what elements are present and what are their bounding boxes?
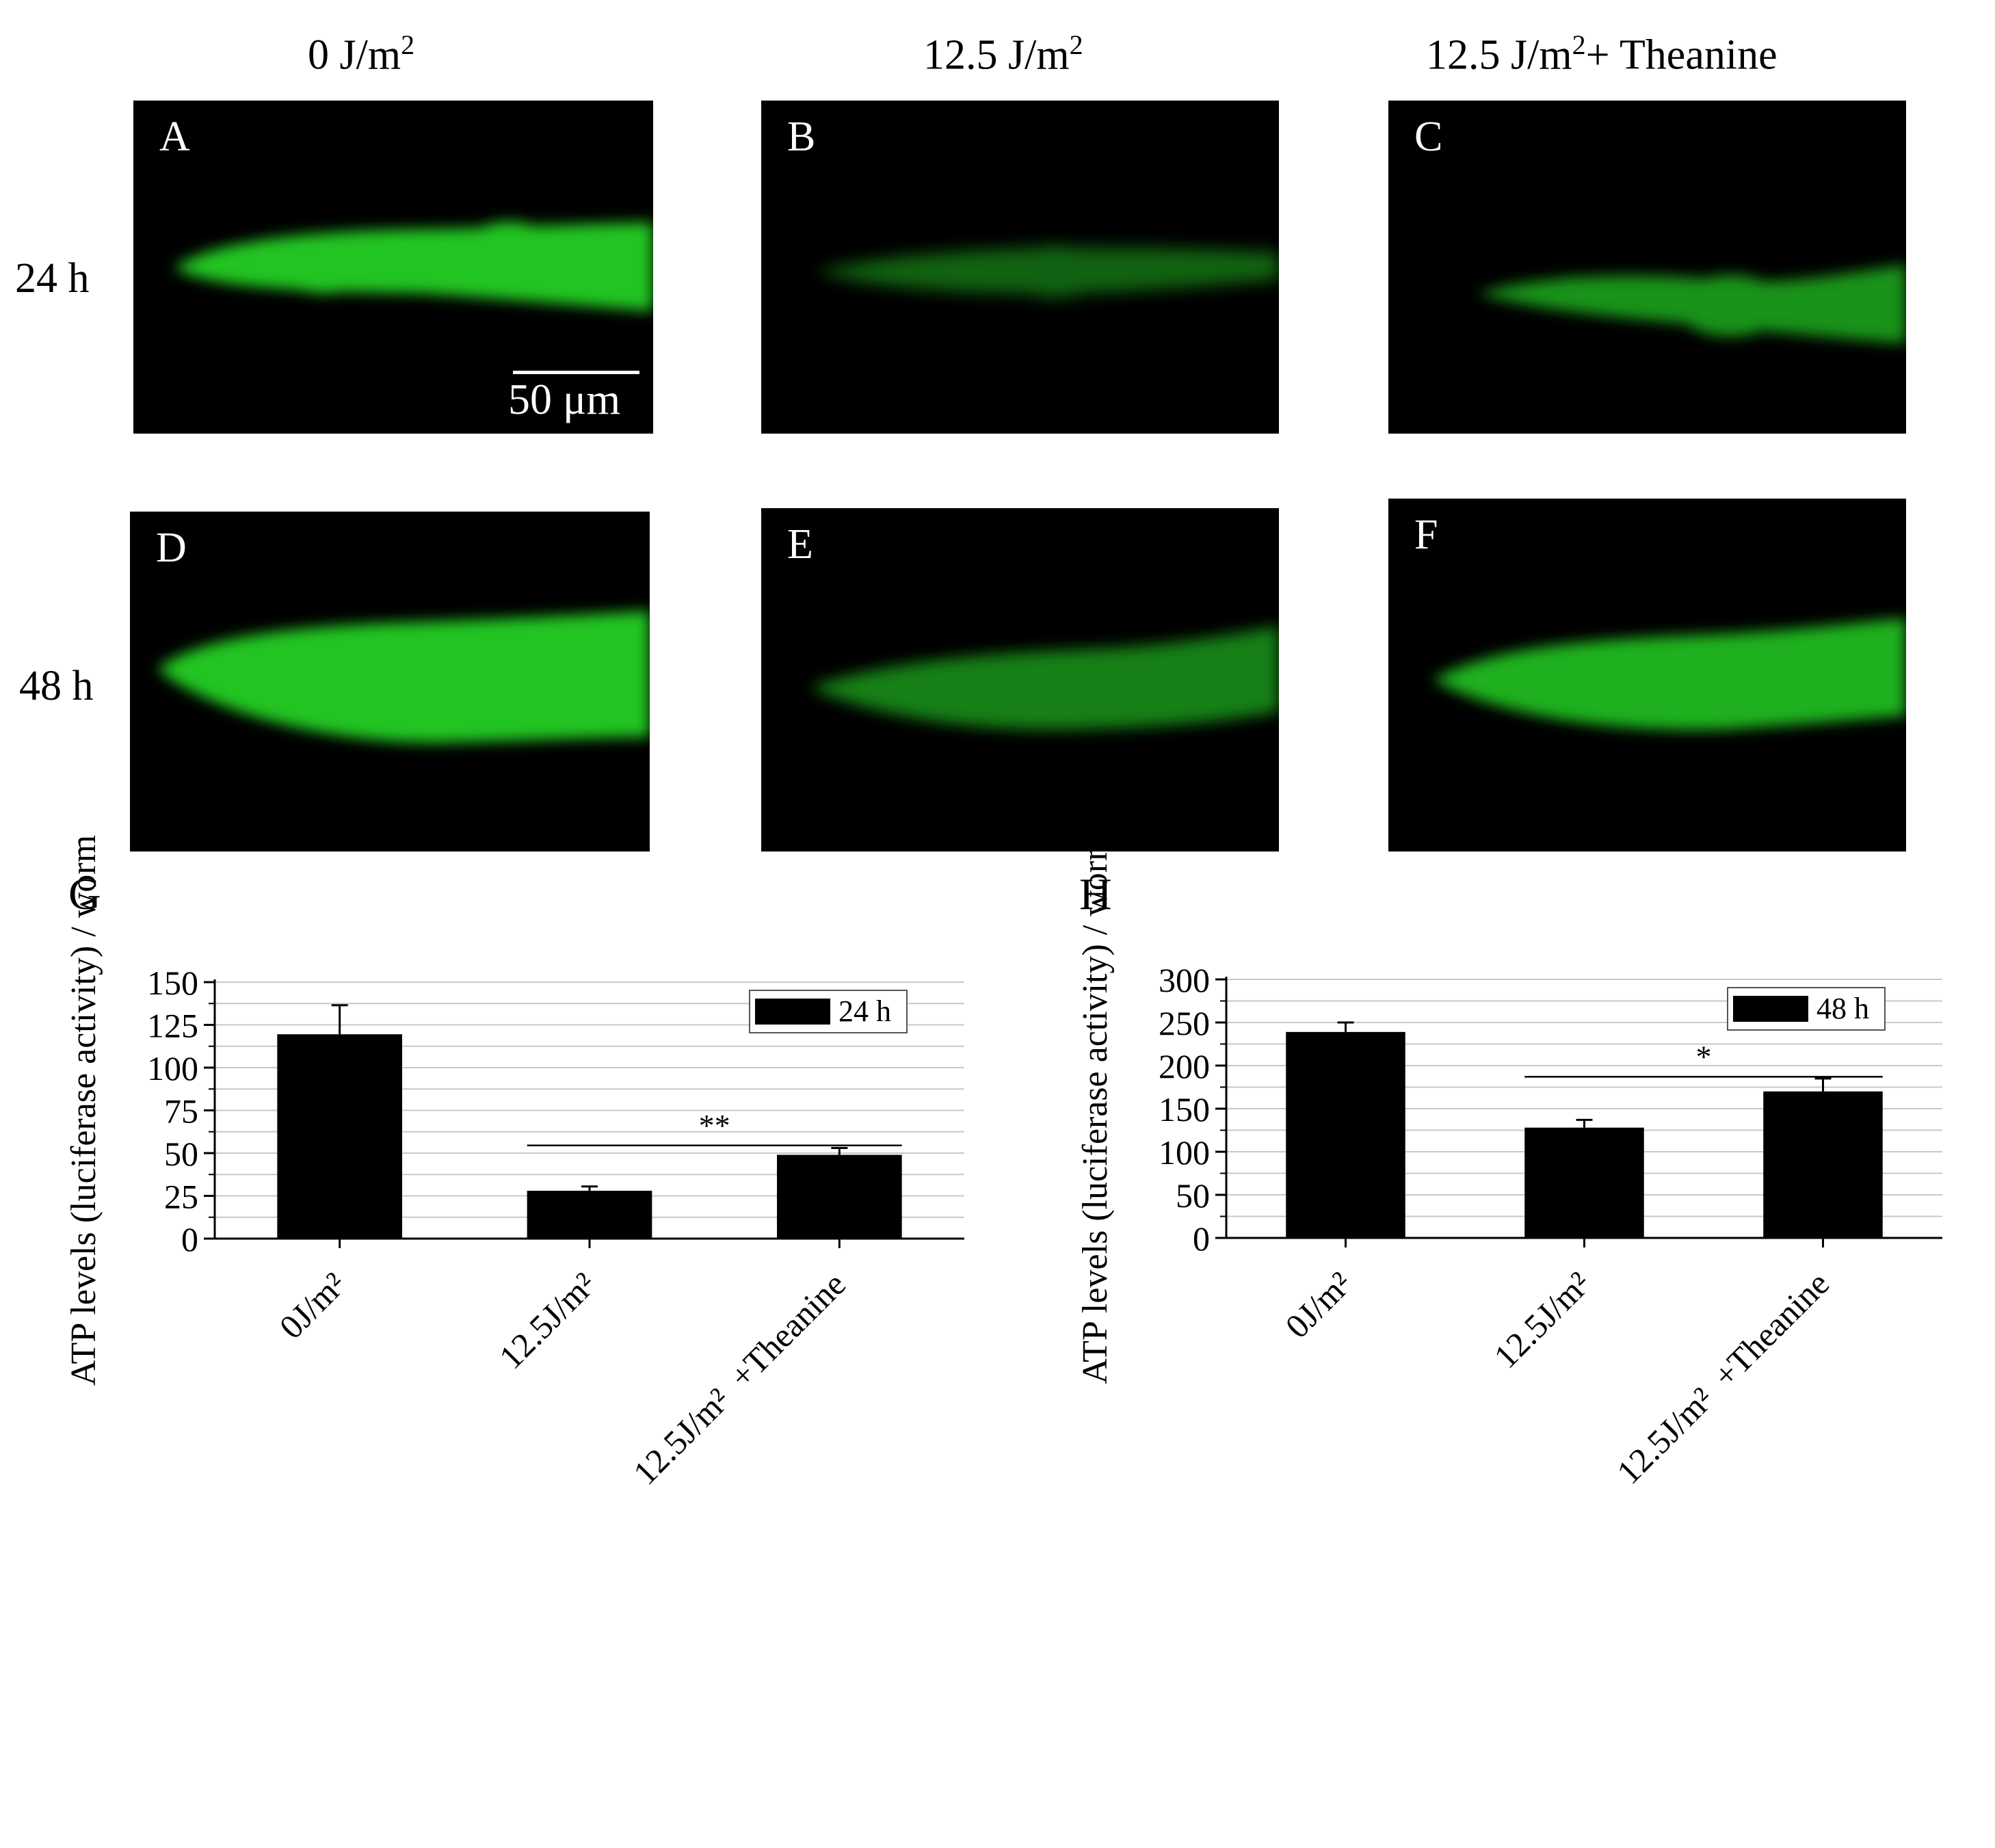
category-label: 12.5J/m² — [1486, 1264, 1598, 1375]
worm-fluorescence-a — [174, 222, 653, 311]
worm-fluorescence-b — [816, 246, 1279, 298]
y-tick-label: 300 — [1159, 961, 1210, 999]
category-label: 0J/m² — [272, 1265, 353, 1346]
column-header-0-j-base: 0 J/m — [308, 31, 401, 79]
bar — [527, 1191, 652, 1239]
y-axis-label: ATP levels (luciferase activity) / worm — [1076, 833, 1115, 1384]
y-tick-label: 125 — [147, 1007, 198, 1045]
category-label: 12.5J/m² +Theanine — [626, 1265, 853, 1492]
micrograph-panel-c: C — [1388, 101, 1906, 434]
bar — [1286, 1031, 1405, 1238]
bar-chart-48h: 0 50 100 150 200 250 300 ATP levels (luciferase… — [1076, 833, 1942, 1491]
chart-label-g: G — [68, 869, 101, 919]
panel-label-f: F — [1414, 512, 1438, 558]
bar — [277, 1034, 402, 1239]
micrograph-panel-b: B — [761, 101, 1279, 434]
legend-swatch — [1733, 996, 1808, 1022]
column-header-12-5-j-base: 12.5 J/m — [923, 31, 1070, 79]
bar — [777, 1154, 902, 1239]
column-header-theanine: 12.5 J/m2+ Theanine — [1426, 29, 1778, 80]
scale-bar-label: 50 μm — [508, 375, 621, 423]
column-header-12-5-j: 12.5 J/m2 — [923, 29, 1083, 80]
worm-fluorescence-f — [1433, 618, 1906, 730]
panel-label-d: D — [156, 525, 187, 571]
micrograph-panel-d: D — [130, 512, 650, 852]
worm-fluorescence-c — [1477, 265, 1906, 343]
row-label-24h: 24 h — [15, 255, 90, 302]
column-header-theanine-base: 12.5 J/m — [1426, 31, 1572, 79]
column-header-theanine-suffix: + Theanine — [1585, 31, 1778, 79]
column-header-theanine-exponent: 2 — [1572, 29, 1586, 60]
y-tick-label: 25 — [164, 1178, 198, 1216]
micrograph-panel-e: E — [761, 508, 1279, 852]
worm-fluorescence-e — [809, 626, 1279, 730]
micrograph-panel-f: F — [1388, 499, 1906, 852]
panel-label-e: E — [787, 521, 813, 568]
legend-label: 24 h — [838, 994, 891, 1028]
scale-bar — [513, 371, 639, 374]
bar — [1524, 1127, 1644, 1238]
y-tick-label: 100 — [147, 1049, 198, 1087]
y-tick-label: 75 — [164, 1092, 198, 1131]
y-tick-label: 100 — [1159, 1133, 1210, 1172]
y-axis-label: ATP levels (luciferase activity) / worm — [64, 835, 103, 1386]
category-label: 12.5J/m² — [492, 1265, 603, 1376]
significance-marker: * — [1696, 1039, 1712, 1074]
y-tick-label: 150 — [1159, 1090, 1210, 1128]
y-tick-label: 200 — [1159, 1047, 1210, 1085]
bar — [1763, 1091, 1883, 1238]
legend-swatch — [755, 999, 830, 1025]
chart-label-h: H — [1079, 869, 1112, 919]
micrograph-panel-a: A 50 μm — [133, 101, 653, 434]
y-tick-label: 0 — [181, 1220, 198, 1258]
worm-fluorescence-d — [157, 611, 650, 743]
panel-label-a: A — [159, 114, 190, 160]
y-tick-label: 50 — [1176, 1176, 1210, 1215]
y-tick-label: 0 — [1193, 1219, 1210, 1258]
panel-label-c: C — [1414, 114, 1443, 160]
y-tick-label: 50 — [164, 1135, 198, 1173]
panel-label-b: B — [787, 114, 816, 160]
category-label: 12.5J/m² +Theanine — [1609, 1264, 1836, 1491]
column-header-12-5-j-exponent: 2 — [1069, 29, 1083, 60]
significance-marker: ** — [699, 1108, 730, 1143]
column-header-0-j: 0 J/m2 — [308, 29, 414, 80]
y-tick-label: 250 — [1159, 1004, 1210, 1042]
y-tick-label: 150 — [147, 964, 198, 1002]
row-label-48h: 48 h — [19, 663, 94, 709]
category-label: 0J/m² — [1278, 1264, 1359, 1345]
bar-chart-24h: 0 25 50 75 100 125 150 ATP levels (luciferase a… — [64, 835, 964, 1492]
column-header-0-j-exponent: 2 — [401, 29, 415, 60]
legend-label: 48 h — [1816, 992, 1869, 1025]
